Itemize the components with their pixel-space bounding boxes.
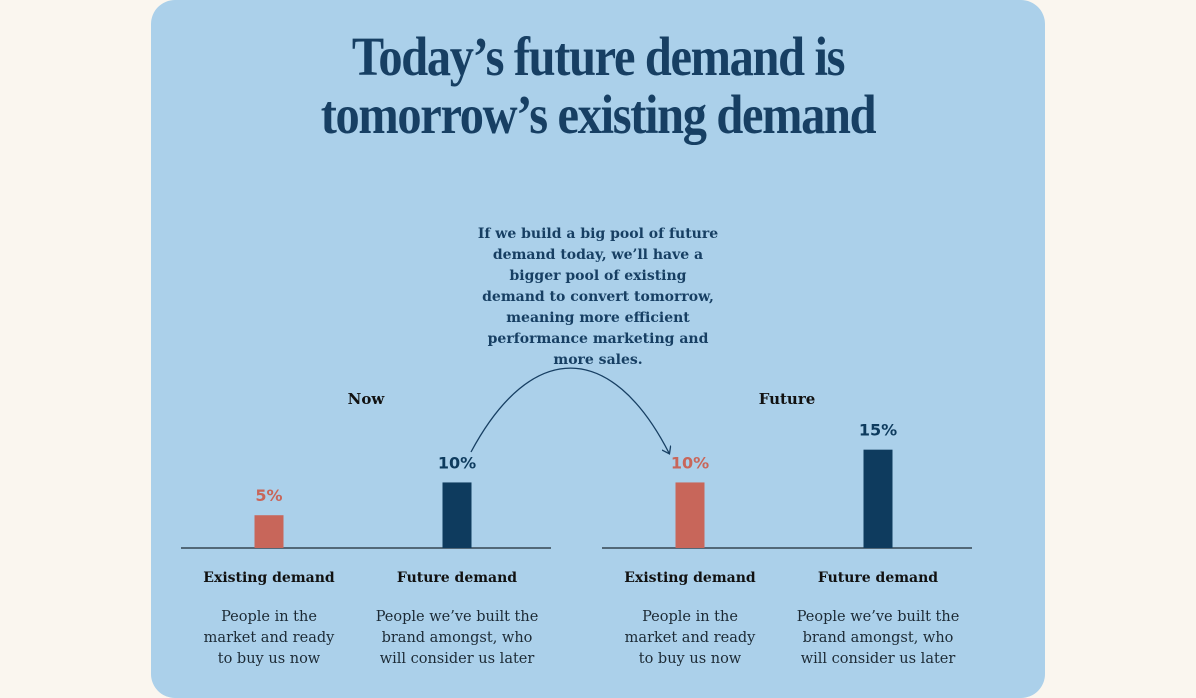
annotation-line: more sales. — [553, 352, 643, 368]
title-line-1: Today’s future demand is — [351, 26, 846, 87]
annotation-line: demand to convert tomorrow, — [482, 289, 714, 305]
data-label: 15% — [859, 421, 897, 440]
annotation-line: bigger pool of existing — [509, 268, 687, 284]
bar — [675, 482, 705, 548]
bar — [254, 515, 284, 548]
page-title: Today’s future demand is tomorrow’s exis… — [205, 28, 992, 144]
chart-title: Now — [348, 390, 386, 408]
infographic-card: Today’s future demand is tomorrow’s exis… — [151, 0, 1045, 698]
data-label: 10% — [671, 453, 709, 472]
demand-chart: Now 5% Existing demand 10% Future demand Futu… — [181, 367, 972, 586]
chart-title: Future — [759, 390, 816, 408]
bar-description: People we’ve built the brand amongst, wh… — [796, 609, 960, 667]
category-label: Future demand — [818, 570, 938, 586]
data-label: 10% — [438, 453, 476, 472]
annotation-line: performance marketing and — [487, 331, 709, 347]
transfer-arrow — [470, 367, 669, 453]
category-label: Future demand — [397, 570, 517, 586]
bar — [863, 449, 893, 548]
data-label: 5% — [255, 486, 282, 505]
bar-description: People in the market and ready to buy us… — [203, 609, 335, 667]
annotation-line: demand today, we’ll have a — [492, 247, 704, 263]
annotation-line: meaning more efficient — [506, 310, 690, 326]
annotation-line: If we build a big pool of future — [477, 226, 719, 242]
category-label: Existing demand — [203, 570, 335, 586]
title-line-2: tomorrow’s existing demand — [320, 84, 877, 145]
bar — [442, 482, 472, 548]
bar-description: People we’ve built the brand amongst, wh… — [375, 609, 539, 667]
category-label: Existing demand — [624, 570, 756, 586]
annotation-text: If we build a big pool of future demand … — [151, 224, 1045, 371]
bar-description: People in the market and ready to buy us… — [624, 609, 756, 667]
